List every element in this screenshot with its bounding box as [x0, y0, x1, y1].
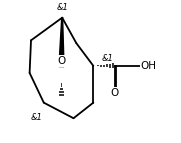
Polygon shape	[59, 18, 64, 67]
Text: OH: OH	[140, 61, 156, 71]
Text: O: O	[110, 88, 119, 98]
Text: &1: &1	[57, 3, 69, 12]
Text: &1: &1	[31, 113, 43, 122]
Text: O: O	[57, 56, 66, 66]
Text: &1: &1	[101, 53, 113, 62]
